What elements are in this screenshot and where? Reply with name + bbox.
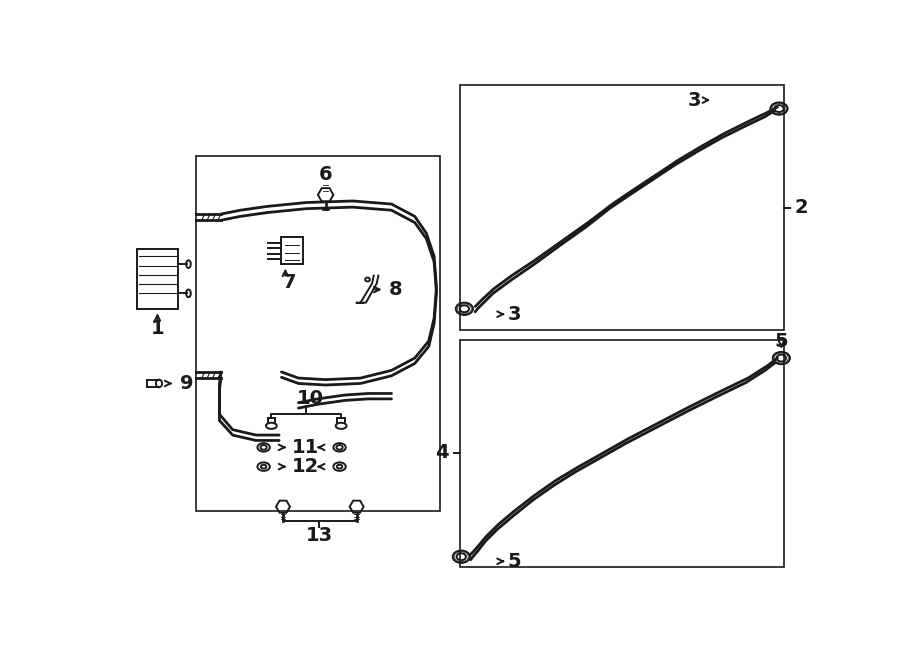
Text: 10: 10 (297, 389, 324, 408)
Bar (282, 237, 303, 264)
Text: 1: 1 (150, 319, 165, 338)
Bar (138, 249, 177, 309)
Text: 11: 11 (292, 438, 320, 457)
Text: 8: 8 (389, 280, 403, 299)
Bar (196, 156, 440, 510)
Bar (460, 85, 784, 330)
Text: 6: 6 (319, 165, 332, 184)
Bar (460, 340, 784, 566)
Text: 2: 2 (795, 198, 808, 217)
Text: 7: 7 (283, 273, 296, 292)
Text: 3: 3 (508, 305, 521, 324)
Text: 4: 4 (436, 444, 449, 462)
Text: 12: 12 (292, 457, 320, 476)
Text: 9: 9 (180, 374, 194, 393)
Text: 3: 3 (688, 91, 701, 110)
Text: 5: 5 (508, 552, 521, 571)
Text: 13: 13 (306, 525, 333, 545)
Text: 5: 5 (775, 332, 788, 350)
